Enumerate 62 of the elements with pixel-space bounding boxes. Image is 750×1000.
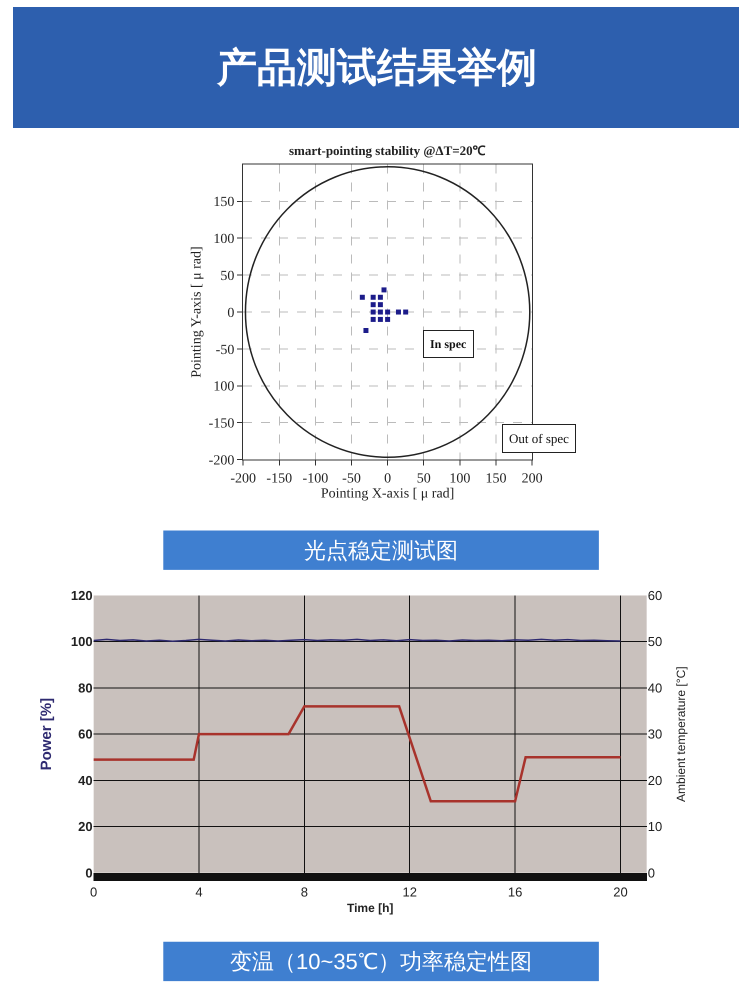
point [378, 294, 383, 300]
point [360, 294, 365, 300]
y-tick-label: 80 [78, 680, 93, 696]
point [370, 310, 376, 315]
y-tick-label: -50 [216, 342, 234, 358]
x-tick-label: 0 [384, 471, 392, 486]
point [363, 328, 368, 333]
y-tick-label: 0 [85, 865, 93, 880]
y-axis-title: Power [%] [38, 698, 56, 770]
x-tick-label: 20 [613, 884, 628, 900]
x-tick-label: -50 [342, 471, 361, 486]
point [370, 302, 376, 308]
point [370, 294, 376, 300]
x-tick-label: 8 [300, 884, 308, 900]
y-tick-label: 100 [213, 232, 234, 248]
chart-title: smart-pointing stability @ΔT=20℃ [289, 143, 486, 158]
text: 产品测试结果举例 [216, 46, 537, 90]
y-tick-label: 100 [213, 380, 234, 395]
y2-tick-label: 30 [648, 726, 662, 742]
point [385, 316, 390, 322]
x-tick-label: 150 [485, 471, 506, 486]
y-tick-label: -200 [208, 454, 234, 469]
x-tick-label: 50 [416, 471, 431, 486]
y-tick-label: -150 [208, 416, 234, 432]
y2-tick-label: 40 [648, 680, 662, 696]
y-tick-label: 120 [70, 588, 93, 603]
x-tick-label: -150 [266, 471, 292, 486]
x-axis-title: Pointing X-axis [ μ rad] [320, 486, 454, 502]
point [378, 310, 383, 315]
point [370, 316, 376, 322]
annotation: Out of spec [509, 431, 570, 446]
x-tick-label: 4 [195, 884, 203, 900]
y2-tick-label: 0 [648, 865, 656, 880]
y-tick-label: 40 [78, 772, 93, 788]
x-tick-label: 16 [508, 884, 522, 900]
y-tick-label: 60 [78, 726, 93, 742]
y-tick-label: 20 [78, 819, 93, 834]
y-tick-label: 100 [70, 634, 93, 650]
y2-tick-label: 60 [648, 588, 662, 603]
y-axis-title: Pointing Y-axis [ μ rad] [189, 246, 204, 378]
annotation: In spec [430, 337, 468, 351]
y2-tick-label: 50 [648, 634, 662, 650]
y-tick-label: 50 [220, 269, 234, 284]
y2-tick-label: 20 [648, 772, 662, 788]
point [396, 310, 401, 315]
y-tick-label: 0 [227, 306, 234, 321]
point [403, 310, 408, 315]
x-axis-title: Time [h] [346, 900, 394, 915]
point [378, 316, 383, 322]
x-tick-label: 12 [402, 884, 417, 900]
x-tick-label: -200 [230, 471, 256, 486]
y-tick-label: 150 [213, 195, 234, 210]
y2-tick-label: 10 [648, 819, 662, 834]
line-series [94, 705, 622, 802]
text: 变温（10~35℃）功率稳定性图 [230, 949, 532, 974]
x-tick-label: -100 [302, 471, 328, 486]
x-tick-label: 200 [522, 471, 543, 486]
point [378, 302, 383, 308]
point [382, 287, 386, 292]
y2-axis-title: Ambient temperature [°C] [674, 666, 688, 802]
x-tick-label: 100 [449, 471, 470, 486]
text: 光点稳定测试图 [304, 538, 458, 563]
